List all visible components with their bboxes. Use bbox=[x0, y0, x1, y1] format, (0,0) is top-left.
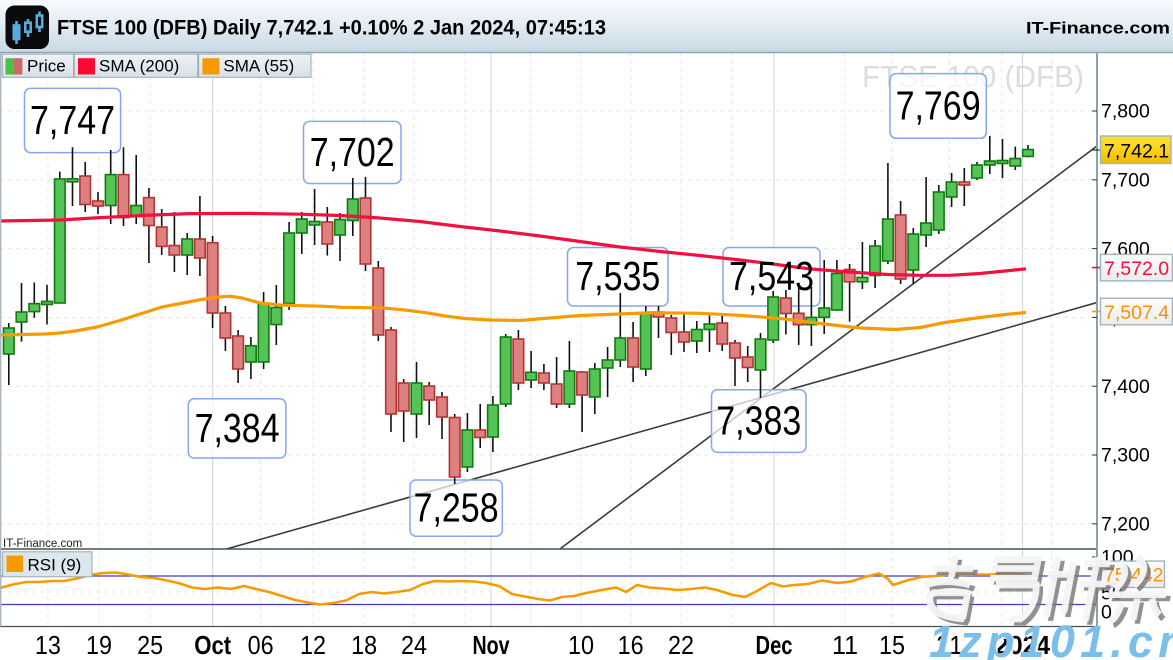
svg-text:Price: Price bbox=[27, 57, 66, 76]
svg-text:7,543: 7,543 bbox=[729, 253, 814, 299]
svg-text:7,383: 7,383 bbox=[716, 398, 801, 444]
svg-text:19: 19 bbox=[86, 630, 112, 660]
svg-text:7,700: 7,700 bbox=[1101, 170, 1150, 192]
svg-text:21: 21 bbox=[936, 630, 962, 660]
svg-text:7,535: 7,535 bbox=[575, 253, 660, 299]
svg-text:SMA (55): SMA (55) bbox=[223, 57, 294, 76]
svg-text:FTSE 100 (DFB) Daily 7,742.1 +: FTSE 100 (DFB) Daily 7,742.1 +0.10% 2 Ja… bbox=[57, 16, 606, 40]
svg-text:Nov: Nov bbox=[473, 630, 510, 660]
svg-text:IT-Finance.com: IT-Finance.com bbox=[1026, 19, 1170, 38]
svg-text:7,384: 7,384 bbox=[195, 405, 280, 451]
svg-text:7,800: 7,800 bbox=[1101, 101, 1150, 123]
svg-text:7,200: 7,200 bbox=[1101, 514, 1150, 536]
svg-text:7,300: 7,300 bbox=[1101, 445, 1150, 467]
svg-text:16: 16 bbox=[618, 630, 644, 660]
svg-text:7,507.4: 7,507.4 bbox=[1104, 302, 1169, 324]
svg-text:15: 15 bbox=[879, 630, 905, 660]
svg-text:7,769: 7,769 bbox=[896, 83, 981, 129]
svg-text:22: 22 bbox=[668, 630, 694, 660]
svg-text:RSI (9): RSI (9) bbox=[28, 556, 82, 575]
svg-text:1zp101.cn: 1zp101.cn bbox=[929, 616, 1173, 660]
svg-text:SMA (200): SMA (200) bbox=[99, 57, 179, 76]
svg-text:IT-Finance.com: IT-Finance.com bbox=[3, 538, 82, 550]
svg-text:Dec: Dec bbox=[756, 630, 793, 660]
svg-text:10: 10 bbox=[568, 630, 594, 660]
svg-text:7,572.0: 7,572.0 bbox=[1104, 258, 1169, 280]
svg-text:0: 0 bbox=[1101, 602, 1112, 624]
svg-text:06: 06 bbox=[248, 630, 274, 660]
svg-text:12: 12 bbox=[300, 630, 326, 660]
svg-text:1zp101.cn: 1zp101.cn bbox=[931, 618, 1173, 660]
svg-text:11: 11 bbox=[832, 630, 858, 660]
svg-text:7,400: 7,400 bbox=[1101, 376, 1150, 398]
svg-text:18: 18 bbox=[351, 630, 377, 660]
svg-text:13: 13 bbox=[35, 630, 61, 660]
svg-text:7,702: 7,702 bbox=[310, 129, 395, 175]
svg-text:7,258: 7,258 bbox=[414, 485, 499, 531]
svg-text:25: 25 bbox=[137, 630, 163, 660]
svg-text:7,747: 7,747 bbox=[30, 97, 115, 143]
svg-text:24: 24 bbox=[401, 630, 427, 660]
svg-text:7,742.1: 7,742.1 bbox=[1104, 141, 1169, 163]
svg-text:Oct: Oct bbox=[194, 630, 231, 660]
svg-text:2024: 2024 bbox=[995, 630, 1051, 660]
